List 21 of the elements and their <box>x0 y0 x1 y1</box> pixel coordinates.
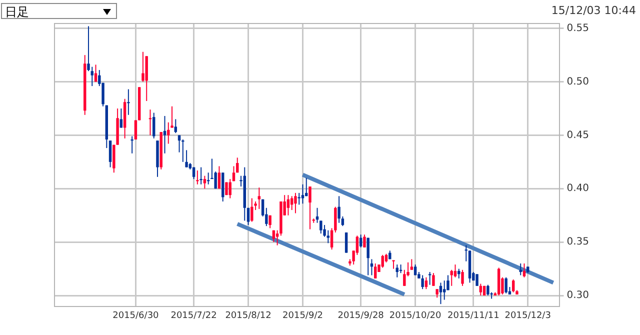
y-tick-label: 0.40 <box>566 183 589 194</box>
candlestick <box>200 167 202 184</box>
x-tick-label: 2015/9/2 <box>282 310 323 321</box>
candlestick <box>130 136 134 154</box>
x-tick-label: 2015/7/22 <box>170 310 217 321</box>
x-tick-label: 2015/12/3 <box>504 310 551 321</box>
x-tick-label: 2015/9/28 <box>338 310 384 321</box>
y-tick-label: 0.45 <box>566 130 589 141</box>
y-tick-label: 0.35 <box>566 236 589 248</box>
period-dropdown: 日足 <box>1 3 117 19</box>
x-tick-label: 2015/11/11 <box>447 310 500 321</box>
y-tick-label: 0.50 <box>566 76 589 88</box>
candlestick <box>196 170 199 184</box>
text: 15/12/03 10:44 <box>551 4 636 17</box>
y-tick-label: 0.30 <box>566 290 589 302</box>
x-tick-label: 2015/6/30 <box>112 310 160 321</box>
candlestick <box>182 139 184 162</box>
x-tick-label: 2015/10/20 <box>389 310 442 321</box>
y-tick-label: 0.55 <box>566 22 589 34</box>
x-tick-label: 2015/8/12 <box>225 310 272 321</box>
candlestick <box>127 89 130 115</box>
